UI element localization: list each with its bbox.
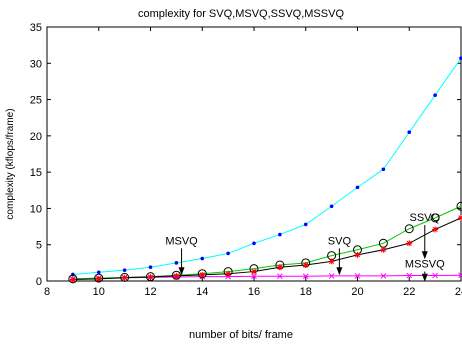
annotation-label-ssvq: SSVQ	[409, 212, 440, 224]
y-tick-label: 5	[36, 240, 42, 252]
data-point-svq	[382, 167, 386, 171]
series-markers	[69, 56, 462, 282]
data-point-svq	[433, 93, 437, 97]
y-tick-label: 35	[30, 22, 42, 34]
data-point-mssvq	[432, 226, 438, 232]
y-tick-label: 25	[30, 95, 42, 107]
data-point-svq	[356, 186, 360, 190]
data-point-svq	[149, 265, 153, 269]
data-point-svq	[252, 241, 256, 245]
data-point-svq	[97, 270, 101, 274]
data-point-svq	[200, 257, 204, 261]
data-point-mssvq	[458, 215, 462, 221]
annotation-label-mssvq: MSSVQ	[405, 259, 445, 271]
annotation-label-msvq: MSVQ	[165, 235, 198, 247]
data-point-mssvq	[70, 277, 76, 283]
x-tick-label: 22	[403, 286, 415, 298]
y-tick-label: 15	[30, 167, 42, 179]
data-point-mssvq	[148, 274, 154, 280]
data-point-svq	[175, 261, 179, 265]
data-point-mssvq	[199, 272, 205, 278]
x-tick-label: 20	[351, 286, 363, 298]
x-tick-label: 14	[196, 286, 208, 298]
y-tick-label: 20	[30, 131, 42, 143]
data-point-mssvq	[96, 276, 102, 282]
data-point-mssvq	[122, 275, 128, 281]
x-tick-label: 24	[455, 286, 462, 298]
data-point-mssvq	[225, 271, 231, 277]
data-point-mssvq	[355, 252, 361, 258]
annotation-arrow-head-msvq	[179, 267, 185, 275]
x-tick-label: 16	[248, 286, 260, 298]
annotation-arrow-head-svq	[336, 267, 342, 275]
data-point-svq	[123, 268, 127, 272]
y-tick-label: 0	[36, 276, 42, 288]
data-point-mssvq	[380, 247, 386, 253]
data-point-mssvq	[277, 264, 283, 270]
x-tick-label: 10	[93, 286, 105, 298]
data-point-svq	[226, 252, 230, 256]
annotation-label-svq: SVQ	[328, 235, 352, 247]
data-point-mssvq	[251, 269, 257, 275]
data-point-svq	[330, 204, 334, 208]
series-lines	[73, 58, 461, 279]
data-point-mssvq	[329, 258, 335, 264]
data-point-mssvq	[303, 262, 309, 268]
x-axis-label: number of bits/ frame	[189, 329, 293, 341]
data-point-svq	[278, 233, 282, 237]
data-point-mssvq	[173, 273, 179, 279]
y-tick-label: 10	[30, 203, 42, 215]
chart-title: complexity for SVQ,MSVQ,SSVQ,MSSVQ	[138, 8, 344, 20]
series-line-ssvq	[73, 206, 461, 279]
x-tick-label: 12	[144, 286, 156, 298]
axis-ticks: 8 10 12 14 16 18 20 22 24 0 5 10 15 20 25 30 35	[30, 22, 462, 298]
series-line-svq	[73, 58, 461, 274]
y-tick-label: 30	[30, 58, 42, 70]
x-tick-label: 18	[300, 286, 312, 298]
data-point-mssvq	[406, 240, 412, 246]
data-point-svq	[407, 130, 411, 134]
annotations: MSVQ SVQ SSVQ MSSVQ	[165, 212, 445, 282]
x-tick-label: 8	[44, 286, 50, 298]
data-point-svq	[304, 223, 308, 227]
y-axis-label: complexity (kflops/frame)	[5, 108, 16, 219]
series-line-mssvq	[73, 218, 461, 280]
